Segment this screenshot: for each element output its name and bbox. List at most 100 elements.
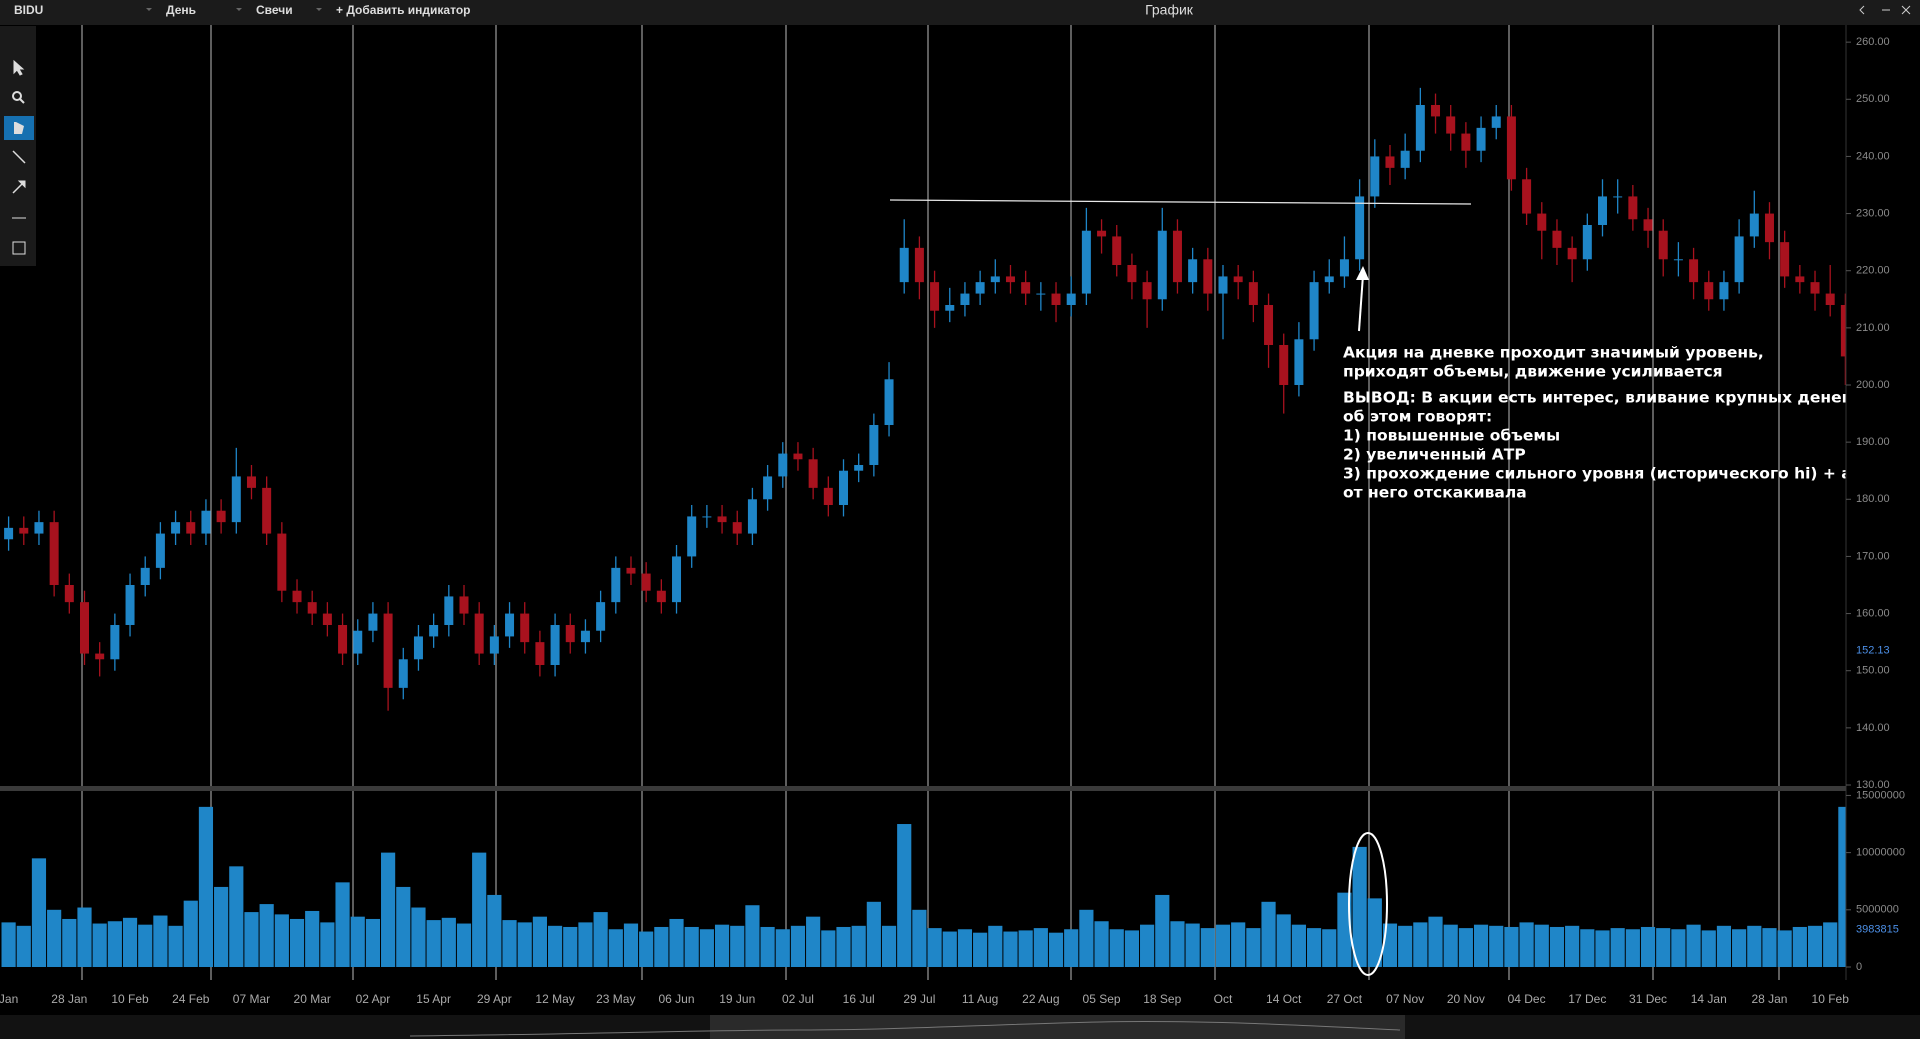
x-tick-label: 31 Dec — [1629, 992, 1667, 1006]
volume-bar — [836, 926, 851, 967]
volume-bar — [593, 912, 608, 967]
annotation-line: ВЫВОД: В акции есть интерес, вливание кр… — [1343, 389, 1856, 407]
candle-body — [1279, 345, 1289, 385]
line-tool[interactable] — [12, 150, 26, 164]
volume-bar — [1064, 929, 1079, 967]
volume-bar — [851, 925, 866, 967]
y-tick-label: 190.00 — [1856, 436, 1890, 448]
window-title: График — [1145, 2, 1194, 18]
annotation: Акция на дневке проходит значимый уровен… — [1343, 344, 1920, 502]
y-tick-label: 170.00 — [1856, 550, 1890, 562]
volume-bar — [1671, 929, 1686, 967]
candle-body — [1431, 105, 1441, 117]
volume-bar — [1504, 926, 1519, 967]
volume-bar — [381, 852, 396, 967]
volume-bar — [912, 909, 927, 967]
candle-body — [1795, 276, 1805, 283]
volume-bar — [1473, 924, 1489, 967]
volume-bar — [289, 918, 305, 967]
chart-style[interactable]: Свечи — [256, 3, 293, 17]
volume-bar — [927, 928, 942, 967]
dropdown-arrow — [236, 8, 242, 11]
candle-body — [140, 567, 150, 585]
x-tick-label: 19 Jun — [719, 992, 755, 1006]
volume-highlight — [1348, 832, 1388, 976]
volume-bar — [1549, 926, 1565, 967]
candle-body — [1112, 236, 1122, 265]
volume-bar — [168, 925, 183, 967]
y-tick-label: 140.00 — [1856, 722, 1890, 734]
candle-body — [914, 247, 924, 283]
candle-body — [1643, 219, 1653, 231]
volume-bar — [259, 904, 274, 967]
navigator-window[interactable] — [710, 1015, 1405, 1039]
volume-bar — [1656, 928, 1671, 967]
arrow-head — [1356, 266, 1369, 280]
volume-bar — [745, 905, 760, 967]
add-indicator[interactable]: + Добавить индикатор — [336, 3, 470, 17]
annotation-line: 2) увеличенный АТР — [1343, 446, 1526, 464]
candle-body — [64, 585, 74, 603]
symbol[interactable]: BIDU — [14, 3, 43, 17]
dropdown-arrow — [146, 8, 152, 11]
level-line — [889, 199, 1472, 205]
pointer-tool[interactable] — [13, 59, 25, 76]
volume-bar — [1140, 924, 1155, 967]
volume-bar — [1322, 929, 1337, 967]
volume-bar — [487, 894, 502, 967]
x-tick-label: 14 Oct — [1266, 992, 1302, 1006]
candle-body — [1005, 276, 1015, 283]
volume-bar — [1701, 930, 1716, 967]
volume-bar — [1716, 925, 1732, 967]
candle-body — [687, 516, 697, 557]
volume-bar — [1185, 923, 1200, 967]
volume-bar — [714, 924, 730, 967]
period[interactable]: День — [166, 3, 196, 17]
volume-bar — [1003, 931, 1018, 967]
candle-body — [505, 613, 515, 637]
volume-bar — [1443, 924, 1458, 967]
annotation-line: Акция на дневке проходит значимый уровен… — [1343, 344, 1764, 362]
annotation-line: от него отскакивала — [1343, 484, 1527, 502]
collapse-button[interactable] — [1859, 5, 1865, 15]
x-tick-label: 16 Jul — [843, 992, 875, 1006]
volume-bar — [305, 910, 320, 967]
candle-body — [1355, 196, 1365, 260]
volume-bar — [335, 882, 350, 967]
candle-body — [1734, 236, 1744, 283]
y-tick-label: 230.00 — [1856, 207, 1890, 219]
zoom-handle — [19, 98, 25, 104]
x-tick-label: 18 Sep — [1143, 992, 1181, 1006]
x-tick-label: 24 Feb — [172, 992, 210, 1006]
candle-body — [672, 556, 682, 603]
candle-body — [565, 625, 575, 643]
volume-bar — [1610, 928, 1625, 967]
volume-tick-label: 10000000 — [1856, 847, 1905, 859]
close-button[interactable] — [1901, 5, 1911, 15]
candle-body — [596, 602, 606, 631]
y-tick-label: 210.00 — [1856, 322, 1890, 334]
volume-bar — [1580, 929, 1595, 967]
volume-bar — [1686, 924, 1701, 967]
candle-body — [732, 522, 742, 534]
x-tick-label: 28 Jan — [51, 992, 87, 1006]
dropdown-arrow — [316, 8, 322, 11]
candle-body — [171, 522, 181, 534]
volume-bar — [1777, 930, 1792, 967]
candle-body — [1840, 305, 1850, 357]
volume-bar — [1823, 922, 1838, 967]
candle-body — [1385, 156, 1395, 168]
volume-bar — [760, 926, 775, 967]
x-tick-label: 15 Apr — [416, 992, 451, 1006]
candle-body — [854, 465, 864, 471]
volume-bar — [122, 917, 138, 967]
rect-tool[interactable] — [12, 241, 26, 255]
candle-body — [1567, 247, 1577, 260]
volume-bar — [153, 915, 168, 967]
candle-body — [1294, 339, 1304, 385]
zoom-tool[interactable] — [12, 91, 22, 101]
volume-bar — [1033, 928, 1048, 967]
x-tick-label: Oct — [1214, 992, 1233, 1006]
x-tick-label: 22 Aug — [1022, 992, 1059, 1006]
candle-body — [110, 625, 120, 660]
